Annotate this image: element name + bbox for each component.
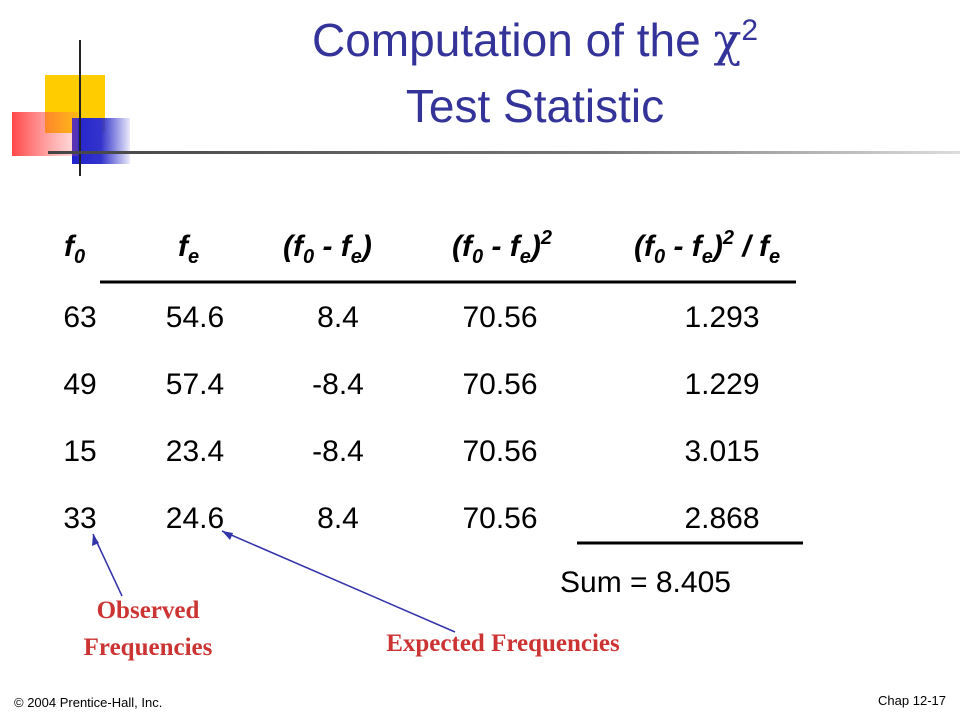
table-cell: 57.4: [166, 368, 224, 401]
expected-label: Expected Frequencies: [386, 630, 620, 657]
arrow: [221, 530, 456, 633]
table-cell: 8.4: [317, 301, 359, 334]
table-cell: 2.868: [684, 502, 759, 535]
table-cell: 1.229: [684, 368, 759, 401]
annotations: Observed Frequencies Expected Frequencie…: [84, 530, 620, 661]
title-line-2: Test Statistic: [406, 80, 664, 132]
table-cell: 33: [63, 502, 96, 535]
sum: Sum = 8.405: [560, 566, 731, 599]
table-cell: 8.4: [317, 502, 359, 535]
arrow: [92, 533, 123, 597]
title-line-1: Computation of the χ2: [312, 13, 758, 67]
table-cell: -8.4: [312, 368, 364, 401]
superscript: 2: [741, 14, 758, 47]
header: (f0 - fe)2 / fe: [634, 227, 780, 268]
observed-label: Observed: [97, 597, 200, 624]
observed-label: Frequencies: [84, 634, 213, 661]
title-rule: [48, 151, 960, 154]
arrow-head: [222, 531, 233, 540]
header: f0: [64, 230, 85, 268]
red-square: [12, 112, 78, 156]
header: (f0 - fe): [283, 230, 372, 268]
table-header: f0 fe (f0 - fe) (f0 - fe)2 (f0 - fe)2 / …: [64, 227, 796, 284]
table-cell: 49: [63, 368, 96, 401]
table-cell: 54.6: [166, 301, 224, 334]
title-text: Computation of the: [312, 14, 713, 66]
table-cell: 1.293: [684, 301, 759, 334]
table-cell: 23.4: [166, 435, 224, 468]
arrow-head: [92, 534, 99, 546]
header: fe: [178, 230, 199, 268]
table-cell: 70.56: [462, 368, 537, 401]
table-cell: 63: [63, 301, 96, 334]
table-body: 63 54.6 8.4 70.56 1.293 49 57.4 -8.4 70.56 1.229 1…: [63, 301, 759, 535]
table-cell: -8.4: [312, 435, 364, 468]
header: (f0 - fe)2: [452, 227, 552, 268]
decoration: [12, 40, 960, 176]
table-cell: 3.015: [684, 435, 759, 468]
footer-right: Chap 12-17: [878, 693, 946, 708]
table-cell: 24.6: [166, 502, 224, 535]
table-cell: 70.56: [462, 301, 537, 334]
table-cell: 70.56: [462, 435, 537, 468]
table-cell: 70.56: [462, 502, 537, 535]
footer-left: © 2004 Prentice-Hall, Inc.: [14, 695, 162, 710]
table-cell: 15: [63, 435, 96, 468]
blue-square: [72, 118, 130, 164]
chi-symbol: χ: [713, 13, 741, 67]
